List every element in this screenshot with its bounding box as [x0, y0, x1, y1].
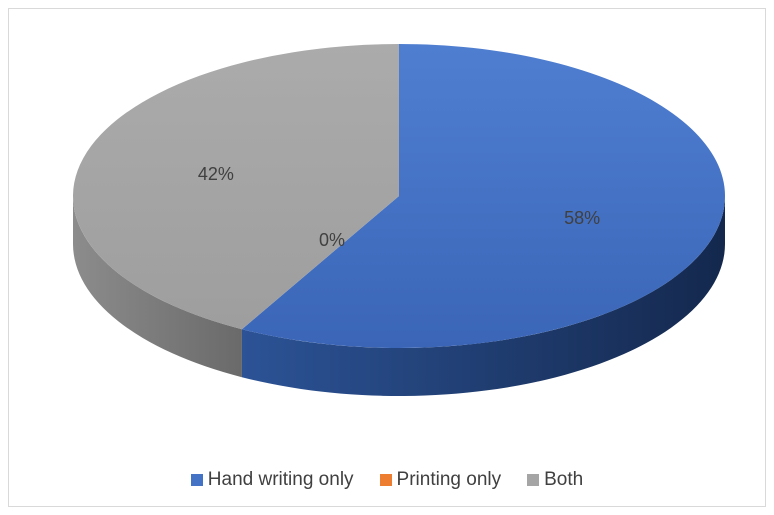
legend-item-both: Both	[527, 469, 583, 491]
data-label-printing-only: 0%	[319, 230, 345, 250]
pie-sides	[73, 196, 725, 397]
pie-chart: 58% 0% 42%	[72, 44, 725, 397]
legend-swatch-printing-only	[379, 474, 392, 486]
data-label-both: 42%	[198, 164, 234, 184]
legend-label-both: Both	[544, 469, 584, 490]
slice-side-hand-writing-only	[241, 196, 725, 397]
pie-tops	[72, 44, 725, 348]
chart-frame: 58% 0% 42% Hand writing only Printing on…	[8, 8, 766, 507]
legend-item-hand-writing-only: Hand writing only	[190, 469, 354, 491]
legend-label-hand-writing-only: Hand writing only	[207, 469, 354, 490]
legend-label-printing-only: Printing only	[396, 469, 502, 490]
legend-swatch-both	[527, 474, 540, 486]
legend-item-printing-only: Printing only	[379, 469, 502, 491]
pie-labels: 58% 0% 42%	[198, 164, 600, 250]
legend-swatch-hand-writing-only	[190, 474, 203, 486]
slice-hand-writing-only	[241, 44, 725, 348]
data-label-hand-writing-only: 58%	[564, 208, 600, 228]
legend: Hand writing only Printing only Both	[9, 469, 765, 491]
slice-both	[72, 44, 400, 330]
slice-side-both	[73, 196, 242, 378]
